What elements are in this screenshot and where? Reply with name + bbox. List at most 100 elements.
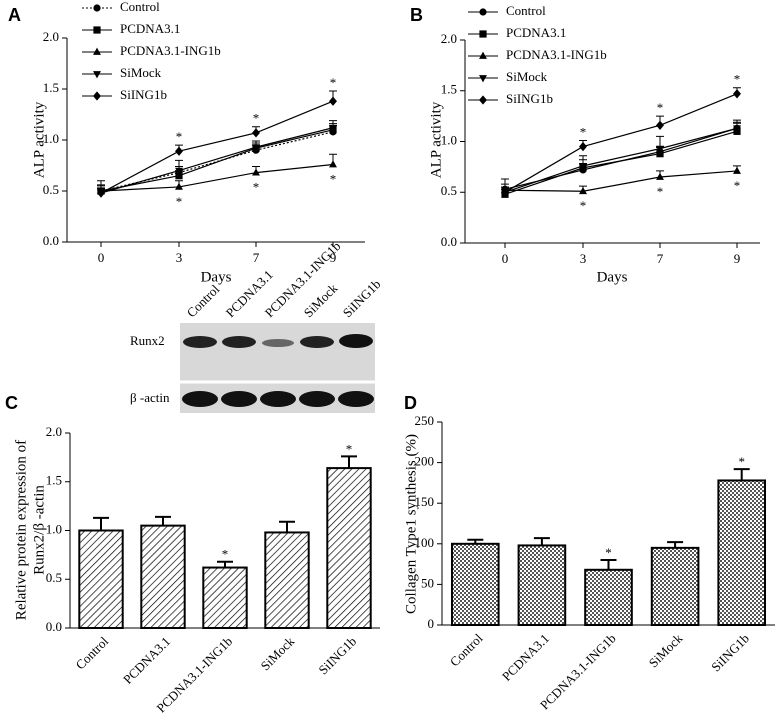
- marker: [656, 172, 664, 180]
- significance: *: [738, 454, 745, 469]
- blot-row-label: Runx2: [130, 333, 165, 348]
- marker: [579, 141, 587, 152]
- significance: *: [734, 178, 741, 193]
- y-tick-label: 0.0: [46, 619, 62, 634]
- significance: *: [657, 100, 664, 115]
- blot-lane-label: SiING1b: [340, 276, 384, 320]
- marker: [656, 120, 664, 130]
- legend-label: PCDNA3.1: [120, 21, 180, 36]
- significance: *: [330, 75, 337, 90]
- series-line: [100, 163, 334, 192]
- significance: *: [222, 547, 229, 562]
- x-tick-label: SiING1b: [315, 634, 359, 678]
- y-tick-label: 0.0: [43, 233, 59, 248]
- blot-lane-label: SiMock: [301, 280, 341, 320]
- y-tick-label: 2.0: [441, 31, 457, 46]
- marker: [579, 162, 587, 171]
- series-line: [504, 93, 738, 193]
- x-tick-label: SiING1b: [708, 631, 752, 675]
- marker: [656, 150, 664, 158]
- bar: [717, 479, 767, 626]
- bar: [650, 546, 700, 626]
- error-bar: [93, 516, 109, 531]
- y-tick-label: 0.5: [441, 183, 457, 198]
- marker: [93, 4, 101, 12]
- x-tick-label: 0: [502, 251, 509, 266]
- legend-label: PCDNA3.1: [506, 25, 566, 40]
- legend-label: SiMock: [120, 65, 162, 80]
- x-tick-label: 7: [253, 250, 260, 265]
- significance: *: [176, 129, 183, 144]
- panel-letter: C: [5, 393, 18, 413]
- y-tick-label: 200: [415, 454, 435, 469]
- marker: [329, 160, 337, 168]
- marker: [175, 167, 183, 175]
- panel-letter: A: [8, 5, 21, 25]
- marker: [479, 30, 487, 38]
- legend-label: PCDNA3.1-ING1b: [120, 43, 221, 58]
- marker: [501, 187, 509, 197]
- bar: [264, 531, 310, 630]
- error-bar: [155, 515, 171, 526]
- marker: [93, 26, 101, 34]
- legend-label: Control: [120, 0, 160, 14]
- blot-lane-label: Control: [184, 281, 223, 320]
- significance: *: [580, 198, 587, 213]
- marker: [656, 145, 664, 153]
- marker: [479, 8, 487, 16]
- marker: [93, 47, 101, 55]
- legend-label: SiING1b: [506, 91, 553, 106]
- marker: [175, 172, 183, 180]
- bar: [78, 529, 124, 629]
- y-tick-label: 2.0: [43, 29, 59, 44]
- series-line: [100, 131, 334, 192]
- y-tick-label: 1.0: [441, 132, 457, 147]
- series-line: [504, 127, 738, 193]
- blot-row-label: β -actin: [130, 390, 170, 405]
- x-tick-label: PCDNA3.1: [120, 634, 173, 687]
- legend-label: PCDNA3.1-ING1b: [506, 47, 607, 62]
- error-bar: [279, 520, 295, 533]
- error-bar: [733, 468, 750, 481]
- significance: *: [580, 124, 587, 139]
- panel-letter: D: [404, 393, 417, 413]
- y-axis-label: ALP activity: [428, 101, 444, 178]
- series-line: [100, 129, 334, 192]
- marker: [252, 168, 260, 176]
- bar: [450, 542, 500, 626]
- legend-label: Control: [506, 3, 546, 18]
- marker: [252, 128, 260, 138]
- x-axis-label: Days: [201, 269, 232, 285]
- y-tick-label: 0.5: [43, 182, 59, 197]
- x-tick-label: 0: [98, 250, 105, 265]
- y-axis-label: ALP activity: [31, 101, 47, 178]
- significance: *: [176, 194, 183, 209]
- y-axis-label: Collagen Type1 synthesis (%): [403, 434, 419, 614]
- y-tick-label: 50: [421, 575, 434, 590]
- significance: *: [605, 545, 612, 560]
- marker: [579, 186, 587, 195]
- marker: [252, 144, 260, 152]
- y-tick-label: 0.5: [46, 570, 62, 585]
- y-tick-label: 1.5: [43, 80, 59, 95]
- significance: *: [657, 184, 664, 199]
- marker: [733, 125, 741, 133]
- y-tick-label: 1.5: [46, 473, 62, 488]
- legend-label: SiING1b: [120, 87, 167, 102]
- marker: [479, 51, 487, 59]
- x-tick-label: SiMock: [258, 633, 298, 673]
- marker: [329, 124, 337, 133]
- y-axis-label: Runx2/β -actin: [31, 485, 47, 575]
- x-tick-label: 3: [176, 250, 183, 265]
- y-tick-label: 1.5: [441, 82, 457, 97]
- panel-letter: B: [410, 5, 423, 25]
- bar: [140, 524, 186, 629]
- bar: [202, 566, 248, 629]
- x-tick-label: 7: [657, 251, 664, 266]
- significance: *: [330, 171, 337, 186]
- marker: [733, 166, 741, 174]
- marker: [479, 95, 487, 105]
- x-tick-label: 3: [580, 251, 587, 266]
- marker: [97, 188, 105, 198]
